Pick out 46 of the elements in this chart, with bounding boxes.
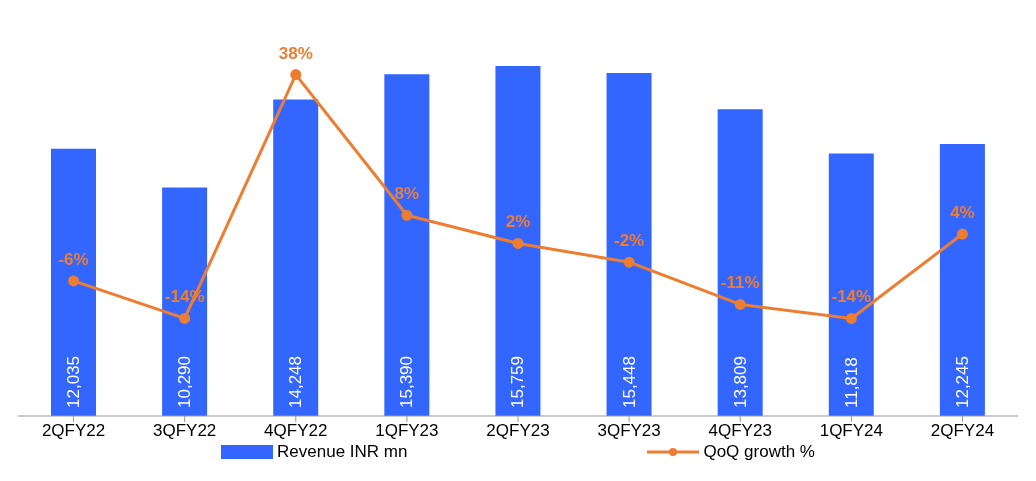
data-label: -6% bbox=[58, 249, 89, 269]
data-label: 10,290 bbox=[175, 356, 195, 408]
data-label: 15,759 bbox=[508, 356, 528, 408]
data-label: 15,448 bbox=[619, 356, 639, 408]
legend-label: QoQ growth % bbox=[703, 442, 815, 462]
bar bbox=[495, 66, 541, 416]
point bbox=[68, 275, 80, 287]
data-label: 4% bbox=[950, 203, 975, 223]
data-label: -14% bbox=[831, 287, 872, 307]
data-label: 11,818 bbox=[841, 357, 861, 408]
data-label: 8% bbox=[394, 184, 420, 204]
data-label: -11% bbox=[720, 273, 760, 293]
bar bbox=[606, 72, 652, 416]
bar bbox=[939, 144, 985, 416]
data-label: 13,809 bbox=[730, 356, 750, 408]
data-label: 12,245 bbox=[952, 356, 972, 408]
x-tick-label: 2QFY24 bbox=[930, 421, 995, 441]
x-tick-label: 2QFY22 bbox=[41, 421, 106, 441]
point bbox=[290, 69, 302, 81]
x-tick-label: 4QFY23 bbox=[708, 421, 772, 441]
bar bbox=[828, 153, 874, 416]
point bbox=[623, 256, 635, 268]
point bbox=[401, 209, 413, 221]
x-tick-label: 3QFY23 bbox=[597, 421, 661, 441]
x-tick-label: 2QFY23 bbox=[486, 421, 550, 441]
x-tick-label: 1QFY23 bbox=[375, 421, 439, 441]
data-label: 14,248 bbox=[286, 356, 306, 408]
x-tick-label: 1QFY24 bbox=[819, 421, 883, 441]
bar bbox=[162, 187, 208, 416]
x-tick-label: 4QFY22 bbox=[264, 421, 328, 441]
data-label: 12,035 bbox=[64, 356, 83, 408]
data-label: 2% bbox=[505, 212, 531, 232]
data-label: -2% bbox=[613, 231, 645, 251]
bar bbox=[384, 74, 430, 416]
point bbox=[956, 228, 968, 240]
bar bbox=[51, 148, 96, 416]
point bbox=[734, 298, 746, 310]
x-tick-label: 3QFY22 bbox=[153, 421, 217, 441]
bar bbox=[273, 99, 319, 416]
point bbox=[512, 237, 524, 249]
data-label: 38% bbox=[278, 43, 313, 63]
point bbox=[179, 312, 191, 324]
data-label: 15,390 bbox=[397, 356, 417, 408]
point bbox=[845, 312, 857, 324]
legend-label: Revenue INR mn bbox=[277, 442, 408, 462]
bar bbox=[717, 109, 763, 416]
